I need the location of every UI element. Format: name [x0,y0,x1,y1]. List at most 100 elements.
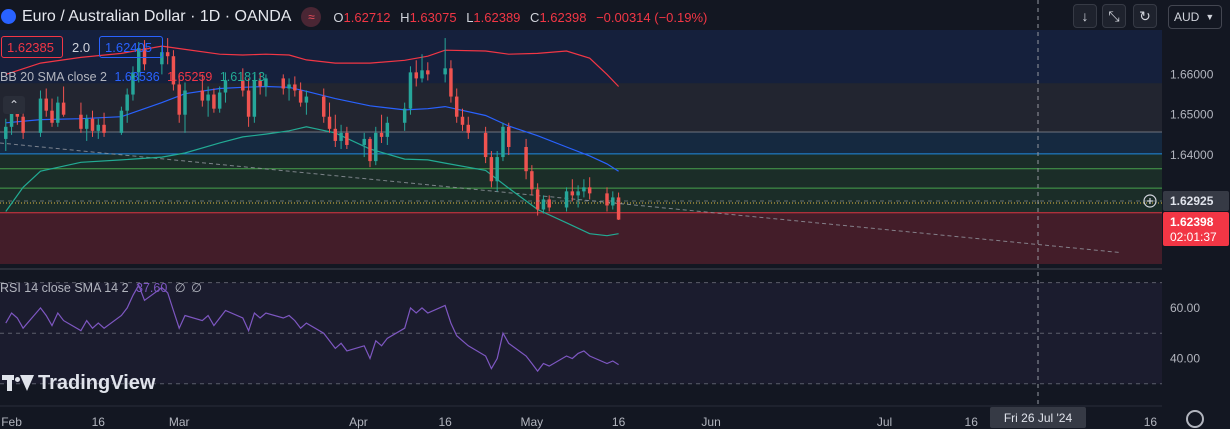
candle-body [454,96,459,117]
candle-16 [131,66,135,101]
zone-1 [0,132,1162,154]
candle-18 [142,40,147,71]
candle-body [582,187,586,192]
candle-56 [454,88,459,123]
arrow-down-icon[interactable]: ↓ [1073,4,1097,28]
candle-40 [327,102,332,133]
bollinger-layer [5,45,620,237]
high-value: 1.63075 [409,9,457,25]
rsi-extra-2: ∅ [191,281,203,295]
candle-26 [212,88,216,113]
candle-71 [576,185,580,208]
candle-8 [61,86,66,117]
candle-25 [206,86,210,117]
candle-body [102,124,106,133]
candle-38 [304,90,309,115]
candle-75 [611,191,615,210]
candle-63 [507,122,511,156]
bb-legend-name: BB 20 SMA close 2 [0,70,108,84]
candle-body [165,52,170,57]
time-tick-label: May [521,415,544,429]
candle-body [535,189,540,210]
rsi-tick-label: 60.00 [1170,301,1200,315]
candle-body [374,132,378,162]
levels-layer [0,131,1162,214]
candle-48 [385,116,390,145]
buy-price: 1.62405 [105,39,152,55]
rsi-value: 37.60 [136,281,168,295]
candle-body [408,72,413,109]
candle-29 [241,68,245,97]
time-tick-label: Apr [349,415,368,429]
candle-body [287,84,291,89]
candle-70 [570,179,575,202]
candle-7 [56,96,60,127]
rsi-legend[interactable]: RSI 14 close SMA 14 2 37.60 ∅ ∅ [0,280,202,295]
candle-54 [443,38,447,83]
high-label: H [400,9,410,25]
close-label: C [530,9,540,25]
candle-6 [50,98,54,127]
candle-body [246,90,251,117]
candle-52 [420,54,424,83]
candle-64 [524,138,528,180]
collapse-legend-icon[interactable]: ⌃ [3,96,25,114]
symbol-header: Euro / Australian Dollar · 1D · OANDA ≈ … [0,4,713,30]
candle-body [90,118,95,131]
candle-body [264,78,268,87]
candle-body [304,96,309,103]
candle-41 [333,114,338,147]
candle-23 [183,82,187,133]
buy-button[interactable]: 1.62405 [99,36,163,58]
refresh-icon[interactable]: ↻ [1133,4,1157,28]
candle-body [501,126,505,158]
low-label: L [466,9,474,25]
candle-body [223,80,228,93]
candle-body [564,191,569,208]
zone-2 [0,153,1162,189]
sell-price: 1.62385 [7,39,54,55]
rsi-line [5,283,619,373]
candle-21 [171,50,176,91]
candle-body [368,138,372,162]
currency-select[interactable]: AUD ▼ [1168,5,1222,29]
candle-60 [489,151,494,188]
watermark-text: TradingView [38,372,156,394]
symbol-title[interactable]: Euro / Australian Dollar · 1D · OANDA [22,8,292,25]
candle-73 [587,177,592,200]
bb-legend[interactable]: BB 20 SMA close 2 1.63536 1.65259 1.6181… [0,70,265,84]
candle-42 [339,124,343,149]
candle-body [44,98,48,111]
candle-44 [362,132,366,158]
collapse-icon[interactable]: ⤡ [1102,4,1126,28]
settings-gear-icon[interactable] [1186,410,1204,428]
candle-body [258,80,262,87]
candle-51 [414,60,418,87]
candle-body [524,146,528,172]
candle-62 [501,122,505,162]
candle-31 [252,74,257,123]
candle-body [56,102,60,123]
candle-body [339,132,343,141]
sell-button[interactable]: 1.62385 [1,36,63,58]
open-value: 1.62712 [343,9,391,25]
crosshair-price-label: 1.62925 [1163,191,1229,211]
crosshair-time-bg [990,407,1086,428]
candle-15 [125,88,129,123]
candle-body [483,132,488,158]
candle-body [96,124,101,131]
candle-body [379,132,384,137]
candle-50 [408,66,413,115]
rsi-legend-name: RSI 14 close SMA 14 2 [0,281,129,295]
candle-body [322,96,326,117]
bb-upper-value: 1.65259 [167,70,213,84]
candle-body [293,84,297,91]
candle-body [570,191,575,196]
candle-34 [281,74,286,95]
candle-61 [495,151,499,192]
add-alert-icon [1143,194,1157,208]
candle-45 [368,136,372,168]
approx-indicator-icon[interactable]: ≈ [301,7,322,27]
candle-3 [21,112,25,139]
